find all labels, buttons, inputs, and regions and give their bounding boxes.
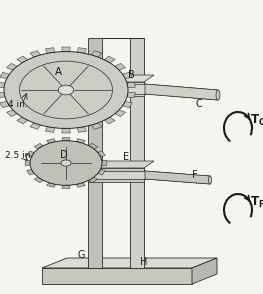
Polygon shape: [98, 151, 105, 156]
Ellipse shape: [4, 51, 128, 128]
Polygon shape: [123, 101, 132, 108]
Text: 2.5 in.: 2.5 in.: [5, 151, 33, 160]
Polygon shape: [7, 110, 17, 116]
Ellipse shape: [58, 85, 74, 95]
Polygon shape: [47, 139, 55, 143]
Polygon shape: [192, 258, 217, 284]
Polygon shape: [7, 64, 17, 70]
Polygon shape: [92, 51, 102, 57]
Text: D: D: [60, 150, 68, 160]
Polygon shape: [0, 101, 9, 108]
Polygon shape: [77, 48, 87, 53]
Ellipse shape: [30, 141, 102, 185]
Polygon shape: [30, 123, 41, 129]
Polygon shape: [102, 161, 107, 166]
Polygon shape: [115, 64, 125, 70]
Polygon shape: [77, 127, 87, 132]
Polygon shape: [62, 128, 70, 133]
Polygon shape: [0, 82, 5, 88]
Polygon shape: [62, 138, 70, 141]
Text: G: G: [78, 250, 85, 260]
Polygon shape: [104, 56, 115, 63]
Ellipse shape: [208, 176, 212, 184]
Polygon shape: [88, 38, 102, 268]
Polygon shape: [77, 139, 85, 143]
Polygon shape: [130, 38, 144, 268]
Text: C: C: [195, 99, 202, 109]
Text: $\mathbf{T_F}$: $\mathbf{T_F}$: [250, 194, 263, 210]
Polygon shape: [88, 168, 144, 182]
Polygon shape: [45, 127, 55, 132]
Polygon shape: [0, 72, 9, 78]
Polygon shape: [42, 258, 217, 268]
Polygon shape: [27, 169, 34, 175]
Ellipse shape: [61, 160, 71, 166]
Polygon shape: [47, 183, 55, 187]
Text: F: F: [192, 170, 198, 180]
Text: E: E: [123, 152, 129, 162]
Text: A: A: [54, 67, 62, 77]
Polygon shape: [34, 177, 43, 183]
Polygon shape: [88, 75, 154, 82]
Polygon shape: [88, 161, 154, 168]
Text: H: H: [140, 257, 147, 267]
Polygon shape: [145, 171, 210, 184]
Polygon shape: [88, 82, 144, 96]
Polygon shape: [62, 185, 70, 188]
Polygon shape: [62, 47, 70, 52]
Ellipse shape: [216, 90, 220, 100]
Polygon shape: [89, 177, 98, 183]
Polygon shape: [123, 72, 132, 78]
Polygon shape: [127, 92, 135, 98]
Polygon shape: [89, 143, 98, 149]
Polygon shape: [127, 82, 135, 88]
Polygon shape: [92, 123, 102, 129]
Polygon shape: [17, 56, 28, 63]
Polygon shape: [17, 117, 28, 124]
Polygon shape: [27, 151, 34, 156]
Polygon shape: [78, 84, 145, 94]
Polygon shape: [104, 117, 115, 124]
Polygon shape: [98, 169, 105, 175]
Text: B: B: [128, 70, 135, 80]
Polygon shape: [0, 92, 5, 98]
Polygon shape: [145, 84, 218, 100]
Polygon shape: [78, 171, 145, 179]
Polygon shape: [30, 51, 41, 57]
Text: 4 in.: 4 in.: [8, 100, 28, 109]
Polygon shape: [115, 110, 125, 116]
Polygon shape: [42, 268, 192, 284]
Text: $\mathbf{T_C}$: $\mathbf{T_C}$: [250, 112, 263, 128]
Polygon shape: [25, 161, 30, 166]
Polygon shape: [34, 143, 43, 149]
Polygon shape: [45, 48, 55, 53]
Polygon shape: [77, 183, 85, 187]
